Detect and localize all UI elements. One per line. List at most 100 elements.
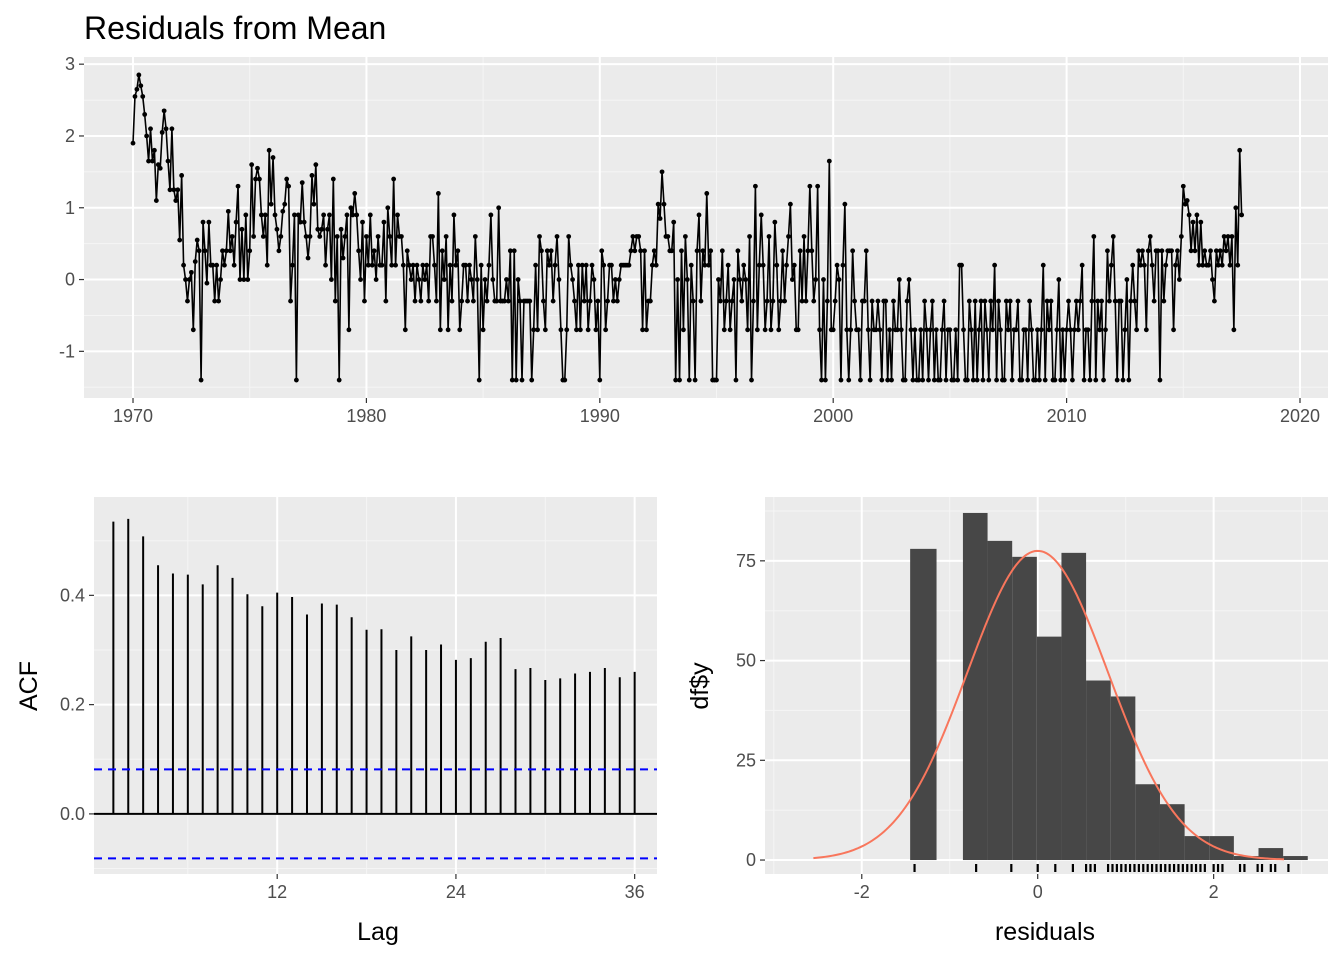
data-point: [138, 83, 144, 89]
data-point: [1177, 277, 1182, 282]
data-point: [505, 298, 511, 304]
data-point: [467, 262, 472, 268]
data-point: [163, 126, 169, 132]
data-point: [200, 219, 206, 225]
data-point: [873, 327, 879, 333]
data-point: [1173, 262, 1178, 268]
data-point: [1225, 234, 1231, 239]
data-point: [313, 162, 319, 168]
data-point: [239, 226, 245, 232]
data-point: [756, 262, 762, 268]
data-point: [235, 183, 241, 189]
data-point: [572, 298, 577, 304]
data-point: [616, 277, 622, 282]
data-point: [404, 248, 410, 254]
x-tick-label: 24: [446, 882, 466, 902]
data-point: [1134, 327, 1140, 333]
data-point: [381, 219, 387, 225]
data-point: [258, 212, 264, 218]
data-point: [1171, 327, 1176, 333]
data-point: [260, 234, 266, 239]
data-point: [698, 298, 704, 304]
histogram-bar: [1110, 696, 1136, 861]
data-point: [737, 277, 743, 282]
data-point: [323, 262, 328, 268]
data-point: [196, 248, 202, 254]
data-point: [274, 226, 280, 232]
data-point: [412, 298, 418, 304]
data-point: [1217, 248, 1223, 254]
data-point: [1062, 377, 1068, 383]
data-point: [1120, 377, 1126, 383]
data-point: [451, 212, 457, 218]
data-point: [846, 377, 852, 383]
data-point: [716, 277, 721, 282]
data-point: [605, 298, 610, 304]
data-point: [1085, 327, 1091, 333]
data-point: [836, 277, 842, 282]
data-point: [959, 262, 964, 268]
data-point: [824, 298, 830, 304]
data-point: [856, 327, 861, 333]
data-point: [437, 327, 443, 333]
data-point: [684, 277, 690, 282]
data-point: [1015, 298, 1021, 304]
data-point: [795, 327, 801, 333]
y-tick-label: 0.0: [60, 804, 85, 824]
data-point: [220, 248, 225, 254]
data-point: [968, 327, 974, 333]
data-point: [850, 248, 856, 254]
data-point: [749, 377, 754, 383]
x-tick-label: -2: [854, 882, 870, 902]
data-point: [1044, 298, 1050, 304]
data-point: [509, 377, 515, 383]
data-point: [1202, 248, 1208, 254]
data-point: [297, 219, 303, 225]
data-point: [754, 327, 760, 333]
x-tick-label: 12: [267, 882, 287, 902]
data-point: [729, 298, 735, 304]
data-point: [1099, 298, 1105, 304]
data-point: [1075, 327, 1081, 333]
data-point: [272, 212, 278, 218]
histogram-panel: -2 0 2 0 25 50 75: [736, 497, 1328, 902]
histogram-bar: [1135, 784, 1160, 861]
data-point: [1192, 248, 1198, 254]
data-point: [719, 248, 725, 254]
data-point: [542, 327, 548, 333]
data-point: [496, 205, 502, 211]
data-point: [1229, 234, 1235, 239]
data-point: [904, 298, 910, 304]
data-point: [364, 234, 369, 239]
data-point: [474, 277, 480, 282]
data-point: [387, 234, 393, 239]
data-point: [148, 126, 153, 132]
data-point: [190, 327, 196, 333]
data-point: [1048, 298, 1054, 304]
x-tick-label: 1970: [113, 406, 153, 426]
data-point: [832, 298, 838, 304]
data-point: [317, 234, 323, 239]
x-tick-label: 1980: [346, 406, 386, 426]
data-point: [332, 298, 338, 304]
data-point: [494, 298, 500, 304]
data-point: [640, 327, 645, 333]
data-point: [480, 327, 486, 333]
data-point: [626, 262, 632, 268]
data-point: [249, 162, 255, 168]
data-point: [1149, 262, 1155, 268]
data-point: [379, 262, 385, 268]
data-point: [675, 277, 680, 282]
data-point: [1077, 298, 1083, 304]
y-tick-label: 3: [65, 54, 75, 74]
data-point: [1005, 327, 1011, 333]
histogram-y-axis-title: df$y: [686, 662, 714, 710]
data-point: [821, 277, 826, 282]
data-point: [597, 377, 603, 383]
data-point: [879, 377, 885, 383]
data-point: [301, 219, 307, 225]
data-point: [636, 234, 642, 239]
data-point: [426, 298, 432, 304]
data-point: [638, 248, 644, 254]
data-point: [539, 248, 544, 254]
